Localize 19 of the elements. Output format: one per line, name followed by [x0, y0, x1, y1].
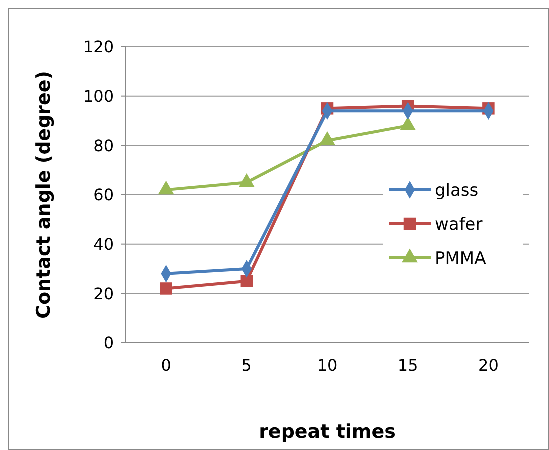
- y-tick-label: 0: [104, 334, 114, 353]
- y-tick-label: 60: [94, 186, 114, 205]
- point: [160, 282, 172, 295]
- legend-label: glass: [435, 180, 479, 201]
- y-tick-label: 20: [94, 284, 114, 304]
- x-tick-label: 0: [161, 356, 172, 375]
- y-axis-title: Contact angle (degree): [33, 71, 55, 319]
- y-tick-label: 120: [83, 38, 114, 57]
- y-tick-label: 100: [83, 86, 114, 106]
- x-tick-label: 15: [398, 356, 418, 375]
- x-tick-label: 10: [317, 356, 338, 375]
- legend-label: PMMA: [435, 248, 487, 269]
- legend-label: wafer: [435, 214, 483, 235]
- y-tick-label: 40: [94, 234, 114, 254]
- x-tick-label: 5: [242, 356, 252, 375]
- x-tick-label: 20: [478, 356, 499, 375]
- point: [240, 275, 254, 288]
- x-axis-title: repeat times: [259, 421, 396, 443]
- y-tick-label: 80: [94, 136, 114, 156]
